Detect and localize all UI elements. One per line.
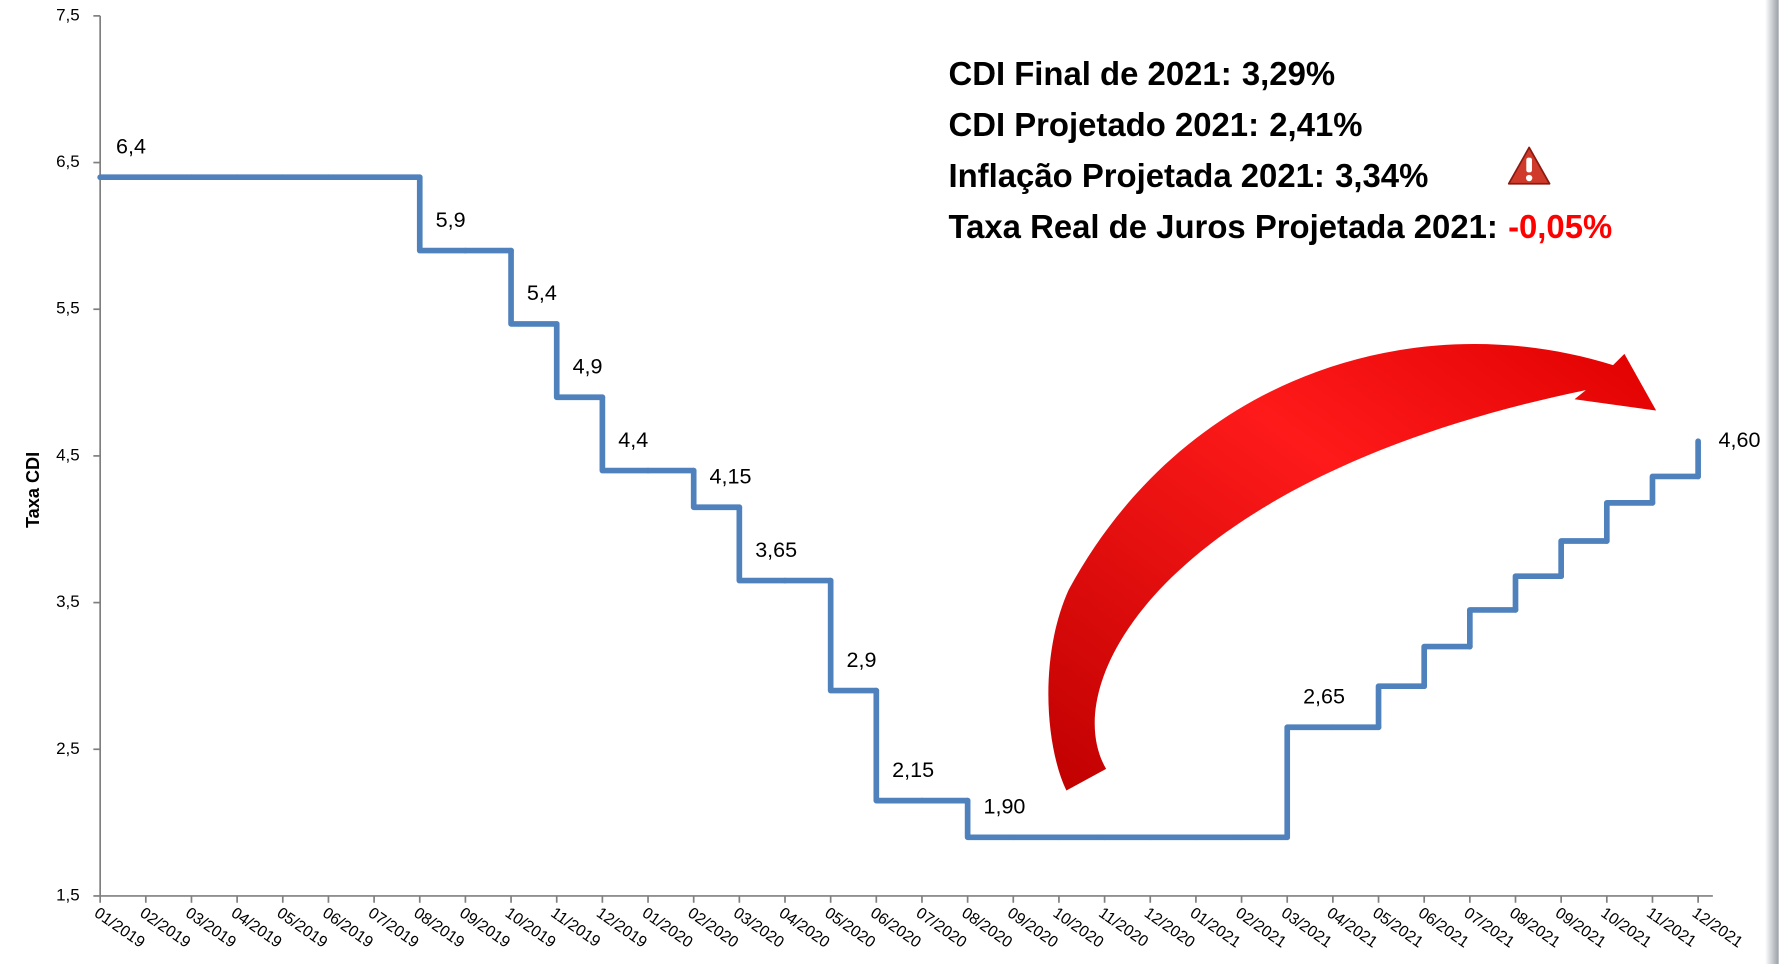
line-segment	[827, 577, 880, 694]
trend-arrow	[1048, 343, 1657, 791]
x-tick-label: 01/2020	[639, 905, 696, 952]
x-tick-label: 07/2020	[913, 905, 970, 952]
x-tick-label: 08/2019	[411, 905, 468, 952]
annotation-value: -0,05%	[1508, 208, 1612, 245]
x-tick-label: 12/2020	[1141, 905, 1198, 952]
annotation-label: CDI Projetado 2021:	[948, 106, 1259, 143]
annotation: Inflação Projetada 2021: 3,34%	[948, 157, 1428, 194]
annotation-value: 3,29%	[1242, 55, 1335, 92]
x-tick-label: 05/2020	[821, 905, 878, 952]
data-label: 4,15	[710, 464, 752, 488]
warning-icon	[1507, 146, 1551, 185]
x-tick-label: 02/2020	[684, 905, 741, 952]
annotation-label: Inflação Projetada 2021:	[948, 157, 1324, 194]
x-tick-label: 05/2021	[1369, 905, 1426, 952]
y-tick-label: 2,5	[56, 739, 80, 758]
x-tick-label: 04/2020	[776, 905, 833, 952]
y-tick-label: 3,5	[56, 592, 80, 611]
x-tick-label: 01/2019	[91, 905, 148, 952]
x-tick-label: 10/2020	[1050, 905, 1107, 952]
data-label: 5,9	[436, 208, 466, 232]
x-tick-label: 03/2021	[1278, 905, 1335, 952]
x-tick-label: 01/2021	[1187, 905, 1244, 952]
x-tick-label: 12/2021	[1689, 905, 1746, 952]
data-label: 2,15	[892, 758, 934, 782]
line-segment	[1284, 724, 1336, 841]
line-segment	[1558, 538, 1610, 580]
annotation-label: Taxa Real de Juros Projetada 2021:	[948, 208, 1497, 245]
x-tick-label: 02/2019	[137, 905, 194, 952]
annotation-value: 3,34%	[1335, 157, 1428, 194]
x-tick-label: 07/2021	[1461, 905, 1518, 952]
x-tick-label: 02/2021	[1232, 905, 1289, 952]
annotation: Taxa Real de Juros Projetada 2021: -0,05%	[948, 208, 1612, 245]
line-segment	[416, 174, 469, 254]
x-tick-label: 11/2020	[1095, 905, 1151, 951]
data-label: 4,60	[1719, 428, 1761, 452]
x-tick-label: 05/2019	[274, 905, 331, 952]
x-tick-label: 06/2021	[1415, 905, 1472, 952]
x-tick-label: 09/2019	[456, 905, 513, 952]
slide-edge	[1765, 0, 1779, 964]
x-tick-label: 03/2020	[730, 905, 787, 952]
y-tick-label: 6,5	[56, 152, 80, 171]
x-tick-label: 06/2019	[319, 905, 376, 952]
data-label: 1,90	[984, 794, 1026, 818]
x-tick-label: 09/2020	[1004, 905, 1061, 952]
line-segment	[964, 797, 1017, 841]
line-segment	[1512, 573, 1564, 613]
line-segment	[1375, 683, 1428, 731]
line-segment	[1467, 607, 1519, 650]
line-segment	[873, 687, 925, 804]
line-segment	[1603, 500, 1656, 544]
line-segment	[1649, 473, 1701, 506]
data-label: 4,4	[618, 428, 648, 452]
y-tick-label: 7,5	[56, 5, 80, 24]
annotation-value: 2,41%	[1269, 106, 1362, 143]
y-tick-label: 4,5	[56, 445, 80, 464]
annotation: CDI Final de 2021: 3,29%	[948, 55, 1335, 92]
data-label: 5,4	[527, 281, 557, 305]
x-tick-label: 03/2019	[182, 905, 239, 952]
line-segment	[599, 394, 651, 474]
line-segment	[690, 467, 743, 511]
x-tick-label: 09/2021	[1552, 905, 1609, 952]
line-segment	[736, 504, 788, 584]
annotation-label: CDI Final de 2021:	[948, 55, 1231, 92]
x-tick-label: 11/2019	[547, 905, 603, 951]
data-label: 6,4	[116, 134, 146, 158]
x-tick-label: 10/2021	[1598, 905, 1655, 952]
x-tick-label: 07/2019	[365, 905, 422, 952]
annotations: CDI Final de 2021: 3,29% CDI Projetado 202…	[948, 55, 1612, 245]
line-segment	[1421, 643, 1473, 690]
data-label: 2,65	[1303, 684, 1345, 708]
x-tick-label: 11/2021	[1643, 905, 1699, 951]
x-tick-label: 04/2019	[228, 905, 285, 952]
annotation: CDI Projetado 2021: 2,41%	[948, 106, 1362, 143]
line-segment	[553, 321, 606, 401]
x-tick-label: 08/2021	[1506, 905, 1563, 952]
x-tick-label: 10/2019	[502, 905, 559, 952]
line-segment	[508, 247, 560, 327]
x-tick-label: 06/2020	[867, 905, 924, 952]
y-tick-label: 1,5	[56, 885, 80, 904]
x-tick-label: 04/2021	[1324, 905, 1381, 952]
data-label: 3,65	[755, 538, 797, 562]
y-axis-label: Taxa CDI	[23, 452, 43, 528]
data-label: 2,9	[847, 648, 877, 672]
x-tick-label: 08/2020	[958, 905, 1015, 952]
y-tick-label: 5,5	[56, 299, 80, 318]
x-tick-label: 12/2019	[593, 905, 650, 952]
data-label: 4,9	[573, 354, 603, 378]
